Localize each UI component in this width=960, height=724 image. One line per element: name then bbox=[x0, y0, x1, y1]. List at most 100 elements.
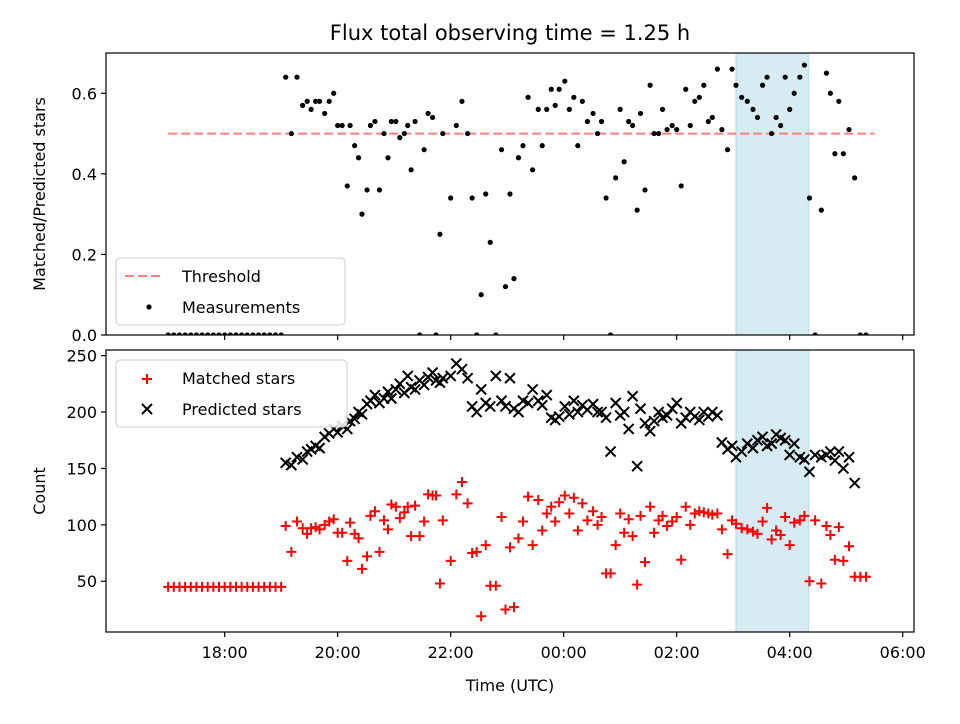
matched-point bbox=[378, 515, 389, 526]
matched-point bbox=[627, 531, 638, 542]
matched-point bbox=[632, 579, 643, 590]
matched-point bbox=[414, 531, 425, 542]
measurement-point bbox=[594, 130, 601, 137]
matched-point bbox=[314, 524, 325, 535]
measurement-point bbox=[812, 332, 818, 335]
predicted-point bbox=[444, 370, 457, 382]
matched-point bbox=[508, 602, 519, 613]
measurement-point bbox=[692, 98, 698, 104]
legend-box bbox=[115, 359, 348, 428]
measurement-point bbox=[626, 118, 632, 125]
measurement-point bbox=[571, 94, 577, 100]
matched-point bbox=[399, 507, 410, 518]
measurement-point bbox=[511, 276, 517, 282]
predicted-point bbox=[843, 451, 855, 463]
matched-point bbox=[353, 533, 364, 544]
measurement-point bbox=[613, 175, 619, 181]
matched-point bbox=[505, 542, 515, 553]
measurement-point bbox=[188, 332, 194, 335]
predicted-point bbox=[504, 372, 516, 384]
legend-matched-label: Matched stars bbox=[182, 369, 295, 388]
matched-point bbox=[707, 509, 718, 520]
legend-matched-swatch bbox=[142, 374, 152, 384]
measurement-point bbox=[437, 231, 443, 237]
measurement-point bbox=[372, 118, 378, 125]
measurement-point bbox=[355, 155, 362, 161]
measurement-point bbox=[448, 195, 454, 201]
measurement-point bbox=[782, 74, 788, 80]
predicted-point bbox=[563, 408, 576, 421]
y-tick-label: 250 bbox=[66, 347, 97, 366]
matched-point bbox=[635, 510, 646, 521]
matched-point bbox=[345, 517, 356, 528]
measurement-point bbox=[857, 332, 863, 335]
measurement-point bbox=[347, 122, 353, 129]
measurement-point bbox=[261, 332, 267, 335]
measurement-point bbox=[498, 147, 505, 153]
predicted-point bbox=[313, 442, 326, 454]
matched-point bbox=[356, 563, 367, 574]
measurement-point bbox=[750, 106, 756, 112]
measurement-point bbox=[352, 143, 358, 149]
measurement-point bbox=[823, 70, 830, 76]
measurement-point bbox=[465, 130, 471, 137]
measurement-point bbox=[846, 126, 852, 133]
matched-point bbox=[541, 508, 552, 519]
predicted-point bbox=[559, 400, 571, 413]
measurement-point bbox=[429, 114, 436, 121]
measurement-point bbox=[205, 332, 211, 335]
matched-point bbox=[588, 506, 599, 517]
measurement-point bbox=[651, 130, 657, 137]
measurement-point bbox=[797, 74, 803, 80]
matched-point bbox=[716, 524, 727, 535]
matched-point bbox=[799, 510, 810, 521]
measurement-point bbox=[764, 74, 770, 80]
legend-measurement-swatch bbox=[146, 304, 152, 310]
matched-point bbox=[533, 495, 544, 506]
measurement-point bbox=[773, 114, 779, 121]
matched-point bbox=[386, 499, 397, 510]
y-axis-label: Count bbox=[30, 467, 49, 515]
measurement-point bbox=[440, 130, 446, 137]
predicted-point bbox=[348, 413, 361, 425]
matched-point bbox=[476, 611, 487, 622]
measurement-point bbox=[579, 98, 585, 104]
measurement-point bbox=[552, 102, 558, 108]
matched-point bbox=[394, 513, 405, 524]
measurement-point bbox=[535, 106, 541, 112]
predicted-point bbox=[456, 363, 468, 375]
matched-point bbox=[456, 476, 467, 487]
measurement-point bbox=[806, 195, 813, 201]
measurement-point bbox=[647, 82, 653, 88]
y-tick-label: 150 bbox=[66, 459, 97, 478]
matched-point bbox=[471, 546, 482, 557]
measurement-point bbox=[326, 98, 332, 104]
matched-point bbox=[762, 502, 773, 513]
predicted-point bbox=[331, 426, 344, 439]
matched-point bbox=[280, 520, 291, 531]
measurement-point bbox=[634, 207, 640, 213]
measurement-point bbox=[729, 66, 735, 72]
matched-point bbox=[775, 529, 786, 540]
measurement-point bbox=[556, 86, 562, 92]
y-tick-label: 0.0 bbox=[72, 326, 97, 345]
y-tick-label: 100 bbox=[66, 516, 97, 535]
predicted-point bbox=[809, 449, 821, 461]
x-tick-label: 20:00 bbox=[315, 643, 361, 662]
matched-point bbox=[810, 515, 821, 526]
matched-point bbox=[406, 531, 417, 542]
x-tick-label: 02:00 bbox=[654, 643, 700, 662]
measurement-point bbox=[313, 98, 319, 104]
matched-point bbox=[451, 489, 462, 500]
matched-point bbox=[736, 523, 747, 534]
measurement-point bbox=[590, 110, 596, 117]
measurement-point bbox=[367, 122, 374, 129]
measurement-point bbox=[278, 332, 284, 335]
measurement-point bbox=[852, 175, 858, 181]
measurement-point bbox=[359, 211, 365, 217]
measurement-point bbox=[544, 106, 550, 112]
measurement-point bbox=[255, 332, 262, 335]
measurement-point bbox=[227, 332, 233, 335]
measurement-point bbox=[316, 98, 323, 104]
